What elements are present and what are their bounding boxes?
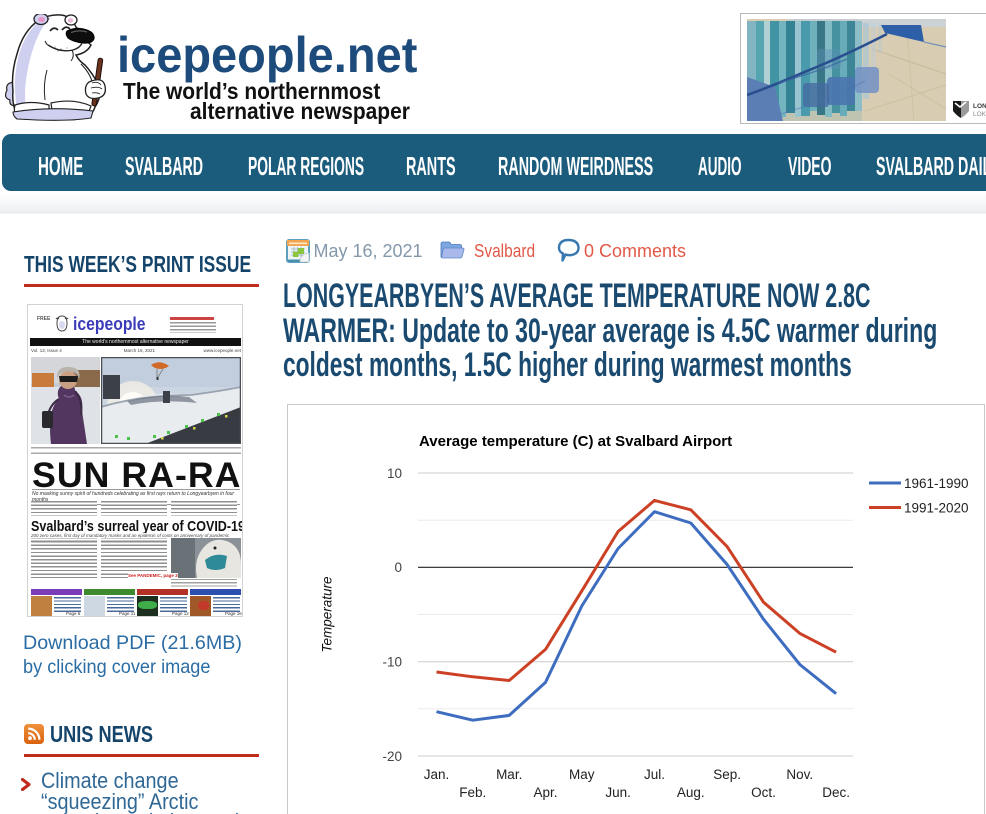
svg-text:-10: -10 — [382, 655, 402, 670]
svg-text:1991-2020: 1991-2020 — [904, 501, 969, 516]
svg-text:Jan.: Jan. — [424, 767, 450, 782]
svg-text:Jul.: Jul. — [644, 767, 665, 782]
svg-text:Apr.: Apr. — [533, 785, 557, 800]
svg-text:Nov.: Nov. — [786, 767, 813, 782]
svg-text:Feb.: Feb. — [459, 785, 486, 800]
svg-text:Temperature: Temperature — [320, 576, 335, 652]
svg-text:1961-1990: 1961-1990 — [904, 476, 969, 491]
svg-text:LOKALSTYRE: LOKALSTYRE — [973, 111, 986, 118]
svg-text:-20: -20 — [382, 749, 402, 764]
svg-text:Oct.: Oct. — [751, 785, 776, 800]
svg-text:Sep.: Sep. — [713, 767, 741, 782]
svg-text:0: 0 — [394, 560, 402, 575]
svg-text:Average temperature (C) at Sva: Average temperature (C) at Svalbard Airp… — [419, 433, 732, 450]
svg-text:10: 10 — [387, 466, 402, 481]
svg-text:Jun.: Jun. — [605, 785, 631, 800]
svg-text:LONGYEARBYEN: LONGYEARBYEN — [973, 103, 986, 110]
svg-text:Aug.: Aug. — [677, 785, 705, 800]
svg-text:Dec.: Dec. — [822, 785, 850, 800]
svg-text:Mar.: Mar. — [496, 767, 522, 782]
svg-text:May: May — [569, 767, 595, 782]
